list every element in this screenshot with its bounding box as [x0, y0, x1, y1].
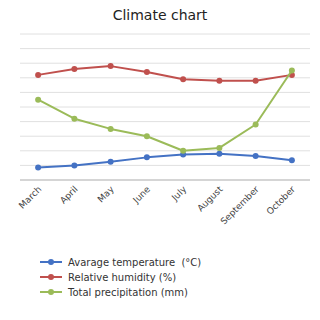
point: [71, 116, 77, 122]
legend-marker: [48, 259, 54, 265]
grid-line: [20, 180, 310, 181]
point: [35, 97, 41, 103]
point: [216, 78, 222, 84]
legend: Avarage temperature (°C) Relative humidit…: [40, 257, 201, 298]
grid-line: [20, 92, 310, 93]
point: [35, 165, 41, 171]
x-tick-label: April: [58, 184, 80, 206]
point: [108, 126, 114, 132]
legend-label: Total precipitation (mm): [67, 287, 188, 298]
x-tick-label: August: [195, 184, 225, 214]
line: [38, 71, 292, 151]
series: [35, 151, 295, 171]
legend-label: Relative humidity (%): [68, 272, 176, 283]
point: [253, 153, 259, 159]
plot-area: [35, 63, 295, 170]
point: [144, 69, 150, 75]
point: [253, 122, 259, 128]
point: [216, 151, 222, 157]
point: [216, 145, 222, 151]
grid: [20, 34, 310, 180]
series: [35, 63, 295, 84]
point: [71, 162, 77, 168]
point: [253, 78, 259, 84]
point: [71, 66, 77, 72]
x-tick-label: May: [96, 184, 117, 205]
point: [35, 72, 41, 78]
series: [35, 68, 295, 154]
x-tick-label: June: [130, 184, 152, 206]
grid-line: [20, 150, 310, 151]
point: [180, 148, 186, 154]
grid-line: [20, 63, 310, 64]
x-tick-label: October: [265, 184, 298, 217]
legend-marker: [48, 274, 54, 280]
x-tick-label: July: [169, 184, 189, 204]
point: [289, 157, 295, 163]
legend-marker: [48, 289, 54, 295]
x-tick-label: March: [17, 184, 43, 210]
grid-line: [20, 34, 310, 35]
point: [108, 63, 114, 69]
legend-label: Avarage temperature (°C): [68, 257, 201, 268]
chart: Climate chart March April May June July August…: [0, 0, 320, 320]
point: [289, 68, 295, 74]
point: [144, 154, 150, 160]
grid-line: [20, 48, 310, 49]
grid-line: [20, 121, 310, 122]
x-tick-label: September: [219, 184, 261, 226]
point: [144, 133, 150, 139]
line: [38, 154, 292, 168]
point: [180, 76, 186, 82]
grid-line: [20, 136, 310, 137]
title: Climate chart: [113, 7, 208, 23]
x-axis: [20, 180, 310, 181]
point: [108, 159, 114, 165]
